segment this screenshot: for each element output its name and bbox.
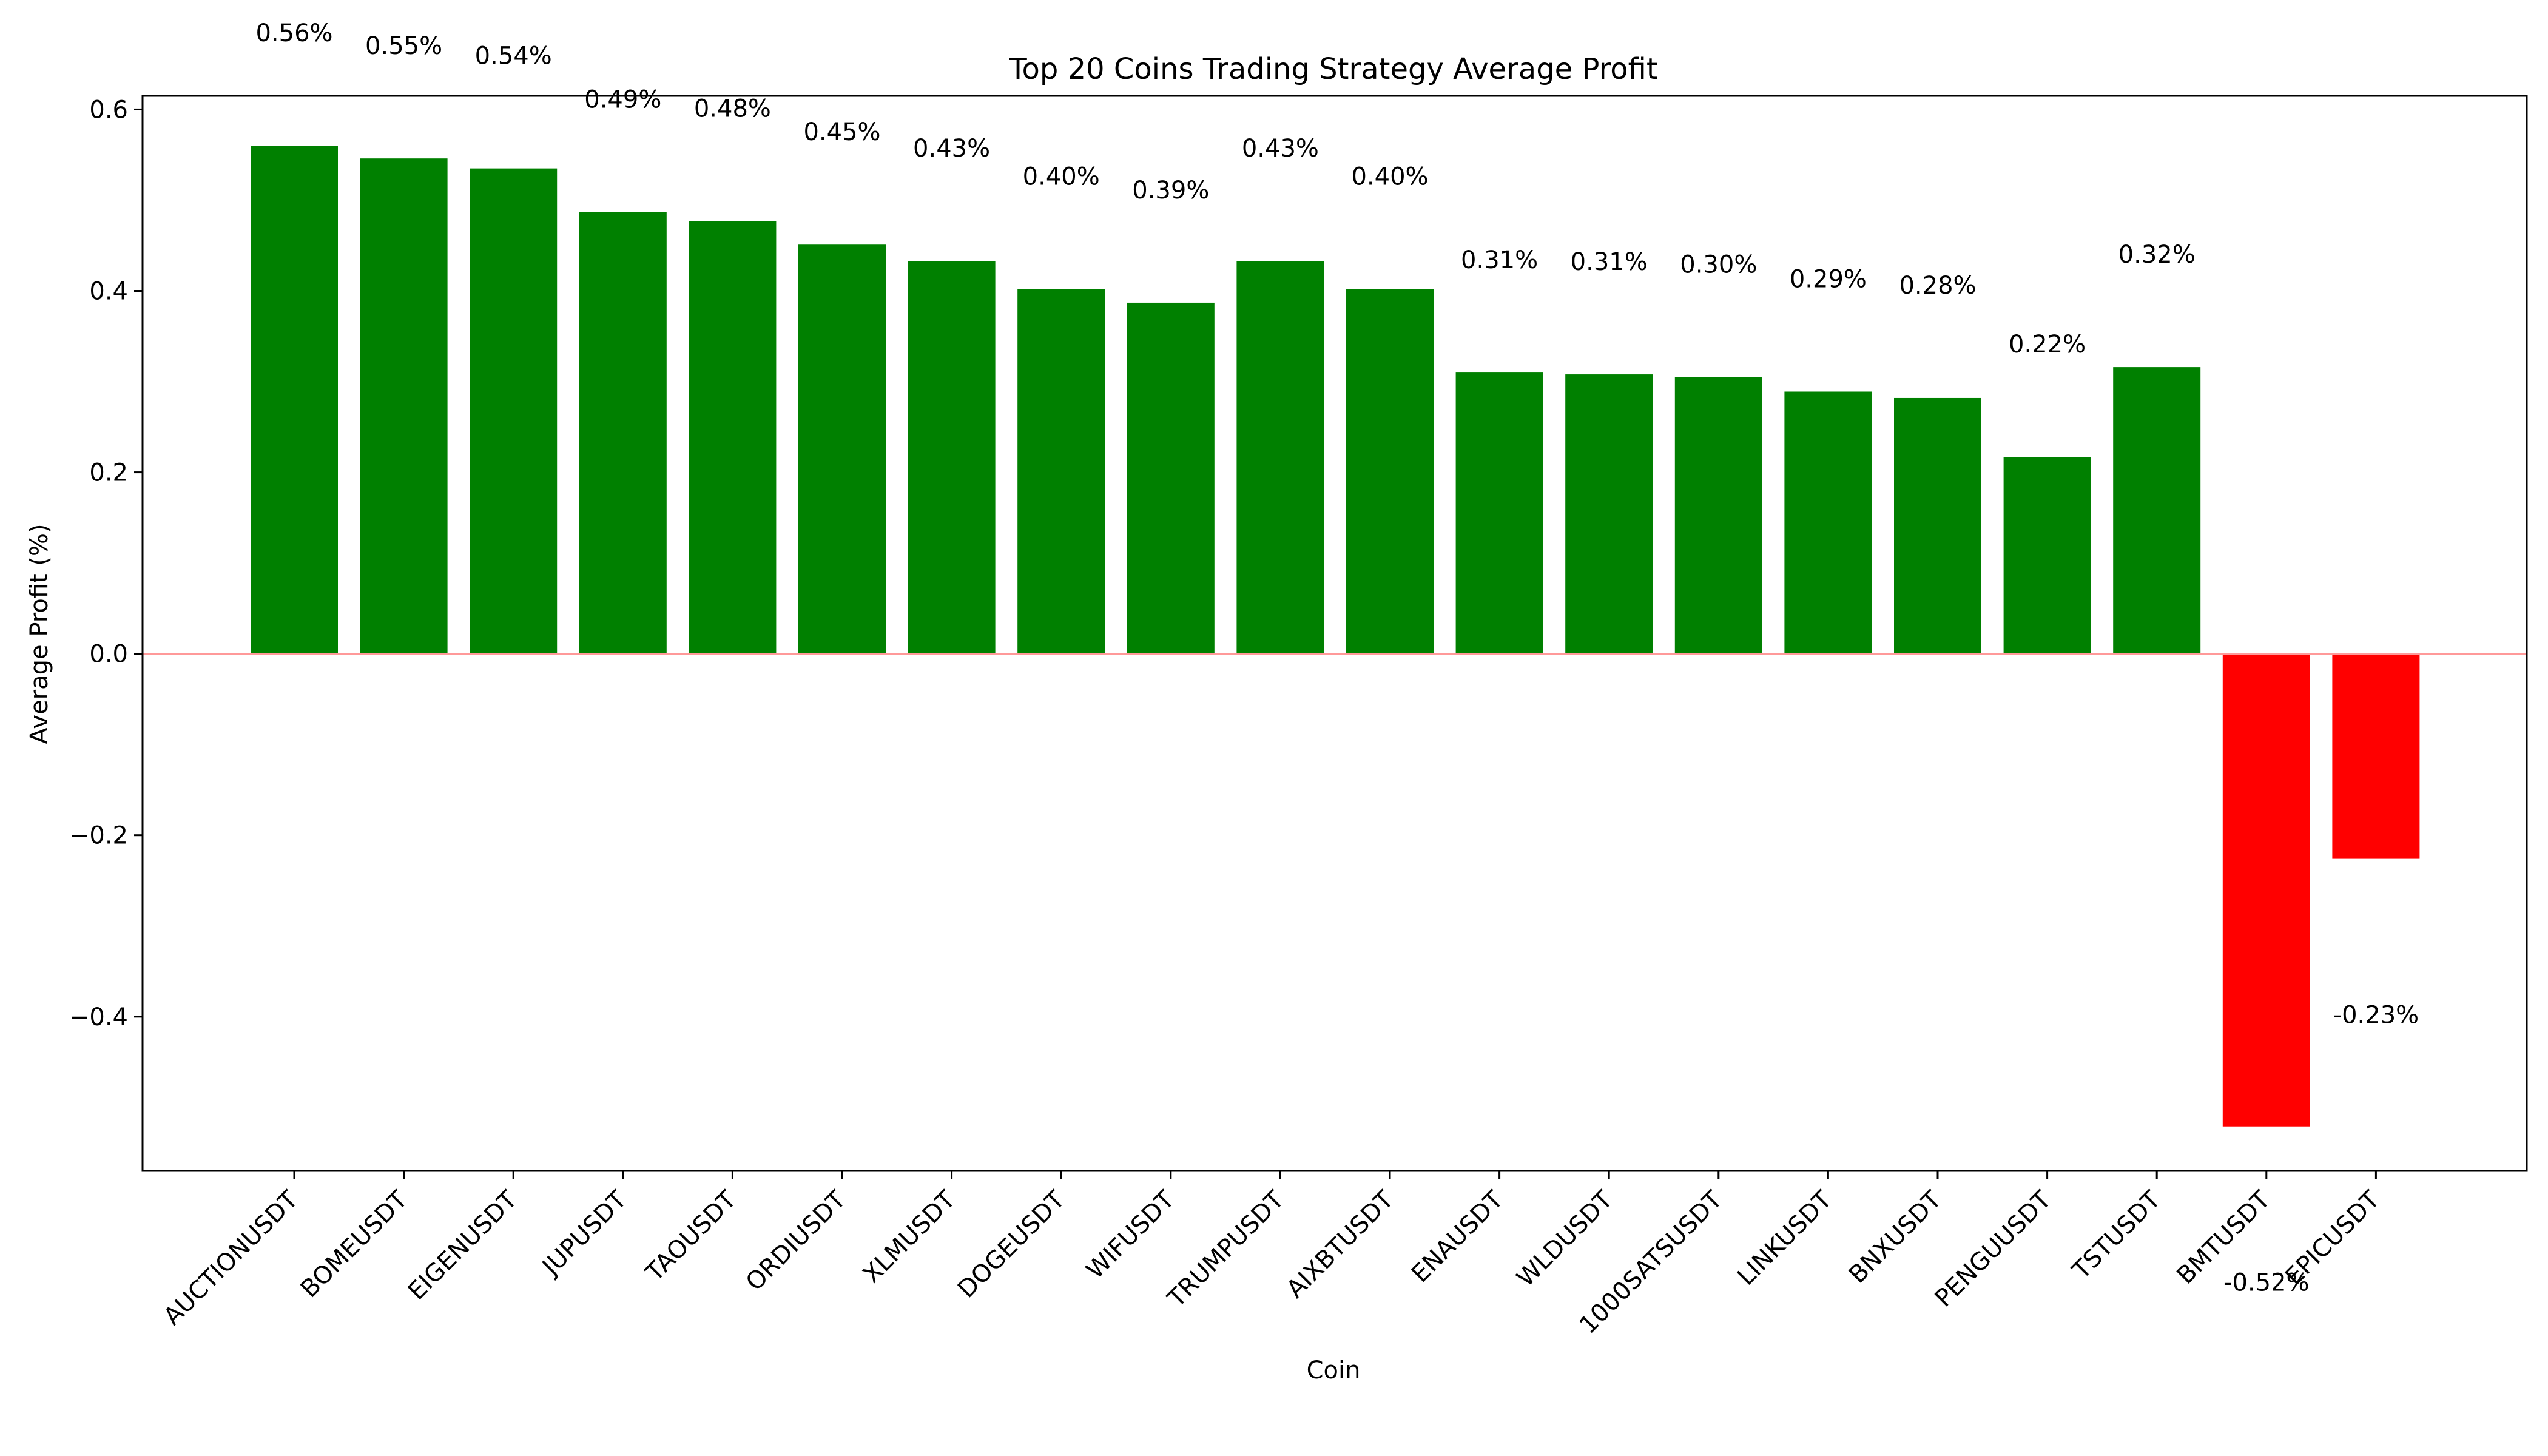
x-tick-label: XLMUSDT: [858, 1185, 961, 1289]
y-tick-label: 0.4: [89, 278, 128, 306]
x-tick-label: WLDUSDT: [1512, 1185, 1619, 1292]
bar-value-label: -0.23%: [2333, 1002, 2419, 1030]
bar-value-label: 0.31%: [1571, 248, 1648, 276]
bar-ordiusdt: [798, 244, 886, 654]
bar-wldusdt: [1565, 374, 1653, 654]
x-tick-label: BOMEUSDT: [295, 1185, 413, 1303]
x-tick-label: PENGUUSDT: [1930, 1185, 2057, 1312]
bar-penguusdt: [2003, 457, 2091, 654]
bar-value-label: 0.56%: [255, 19, 332, 47]
bar-value-label: 0.22%: [2009, 331, 2086, 359]
x-tick-label: ENAUSDT: [1406, 1185, 1509, 1288]
bar-trumpusdt: [1236, 261, 1324, 654]
axes-frame: [141, 95, 2528, 1172]
x-tick-label: WIFUSDT: [1081, 1185, 1180, 1284]
bar-dogeusdt: [1017, 289, 1105, 654]
x-tick-label: AIXBTUSDT: [1281, 1185, 1399, 1303]
bar-enausdt: [1455, 372, 1543, 654]
bar-bomeusdt: [360, 158, 448, 654]
x-tick-label: LINKUSDT: [1732, 1185, 1838, 1291]
x-tick-label: BNXUSDT: [1844, 1185, 1947, 1289]
bar-value-label: 0.29%: [1790, 265, 1867, 293]
bar-tstusdt: [2113, 367, 2201, 654]
bar-value-label: 0.45%: [803, 118, 880, 146]
x-tick-label: TRUMPUSDT: [1162, 1185, 1289, 1313]
y-tick-label: 0.6: [89, 96, 128, 124]
bar-taousdt: [689, 221, 777, 654]
bar-value-label: 0.43%: [913, 135, 990, 163]
bar-value-label: -0.52%: [2223, 1269, 2310, 1297]
bar-bnxusdt: [1894, 397, 1981, 654]
bar-bmtusdt: [2222, 653, 2310, 1127]
chart-title: Top 20 Coins Trading Strategy Average Pr…: [1008, 52, 1657, 86]
x-tick-label: EIGENUSDT: [403, 1185, 523, 1306]
bar-value-label: 0.28%: [1899, 272, 1976, 300]
bar-auctionusdt: [251, 146, 338, 654]
bar-aixbtusdt: [1346, 289, 1434, 654]
bar-value-label: 0.40%: [1023, 163, 1100, 190]
bar-value-label: 0.43%: [1242, 135, 1319, 163]
x-tick-label: TSTUSDT: [2067, 1185, 2166, 1285]
x-tick-label: AUCTIONUSDT: [158, 1185, 303, 1330]
bar-linkusdt: [1784, 391, 1872, 654]
bar-value-label: 0.48%: [694, 95, 771, 123]
x-tick-label: DOGEUSDT: [952, 1185, 1070, 1303]
bar-xlmusdt: [908, 261, 996, 654]
bar-wifusdt: [1127, 302, 1215, 654]
bar-value-label: 0.30%: [1680, 251, 1757, 279]
y-tick-label: 0.2: [89, 459, 128, 487]
y-axis-label: Average Profit (%): [25, 524, 53, 744]
bar-1000satsusdt: [1674, 377, 1762, 654]
y-tick-label: −0.4: [69, 1003, 128, 1031]
x-tick-label: JUPUSDT: [536, 1185, 632, 1282]
y-tick-label: −0.2: [69, 822, 128, 850]
bar-value-label: 0.31%: [1461, 246, 1538, 274]
y-tick-label: 0.0: [89, 641, 128, 669]
x-tick-label: ORDIUSDT: [741, 1185, 852, 1296]
bar-value-label: 0.54%: [475, 42, 552, 70]
x-axis-label: Coin: [1307, 1357, 1361, 1384]
bar-jupusdt: [579, 212, 667, 654]
plot-area: −0.4−0.20.00.20.40.6AUCTIONUSDTBOMEUSDTE…: [69, 19, 2528, 1340]
bar-value-label: 0.49%: [584, 86, 661, 113]
bar-value-label: 0.55%: [365, 32, 442, 60]
bar-epicusdt: [2332, 653, 2420, 859]
bar-value-label: 0.32%: [2118, 241, 2196, 269]
bar-eigenusdt: [470, 168, 558, 654]
bar-value-label: 0.40%: [1351, 163, 1428, 190]
bar-value-label: 0.39%: [1132, 177, 1209, 204]
x-tick-label: TAOUSDT: [640, 1185, 742, 1287]
